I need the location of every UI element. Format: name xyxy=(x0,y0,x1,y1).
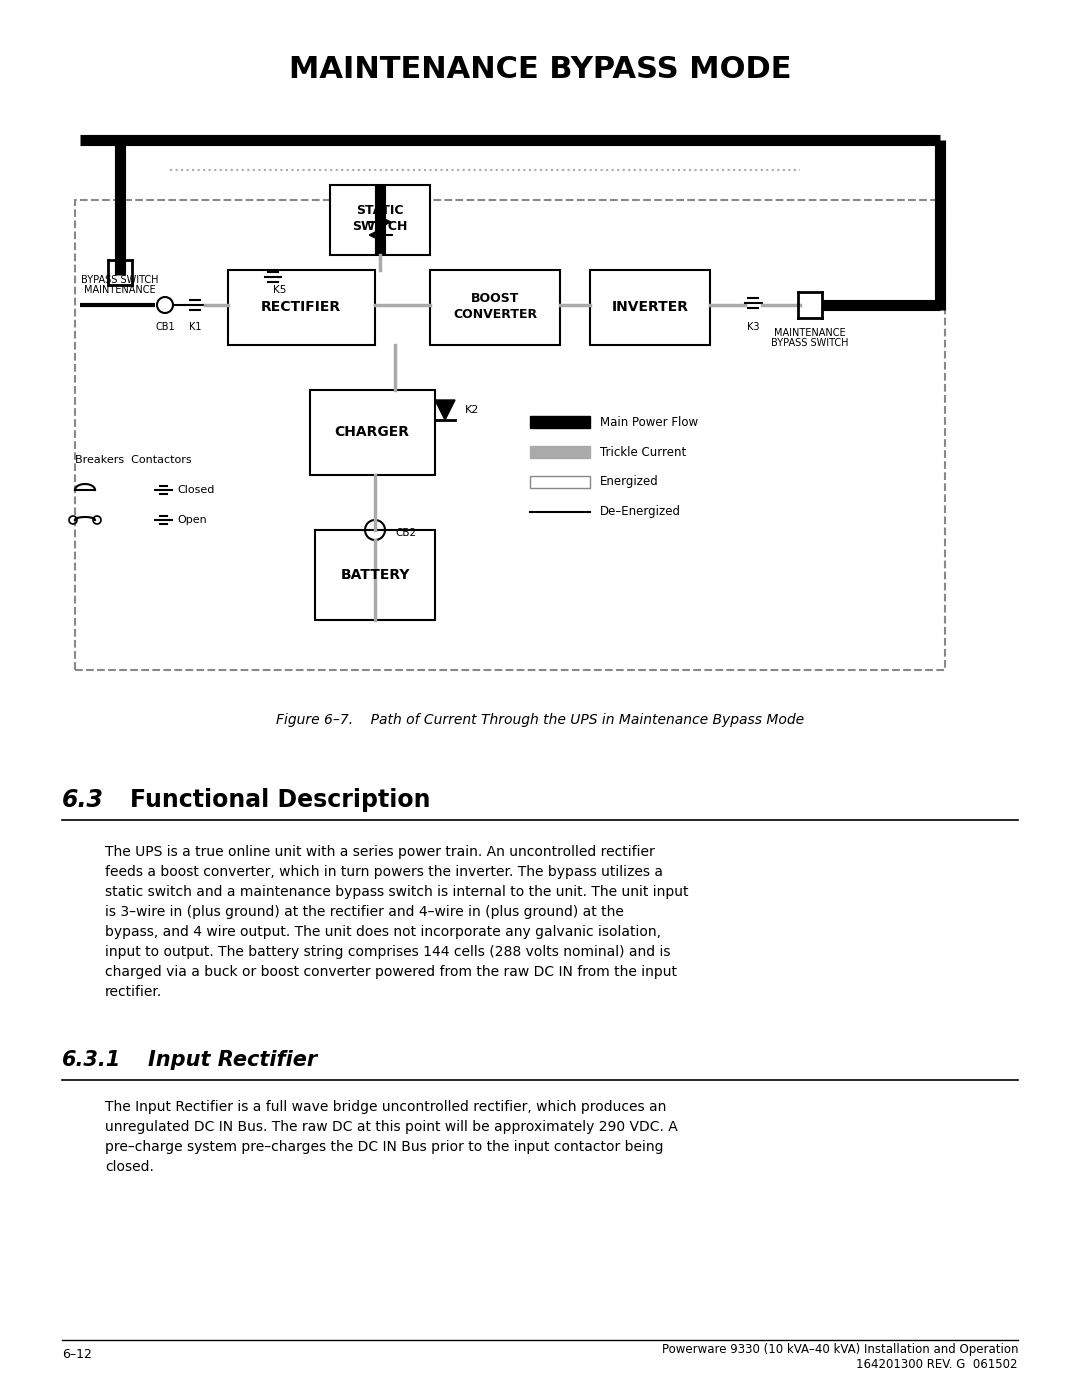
Text: K2: K2 xyxy=(465,405,480,415)
Text: MAINTENANCE BYPASS MODE: MAINTENANCE BYPASS MODE xyxy=(288,56,792,84)
Text: STATIC
SWITCH: STATIC SWITCH xyxy=(352,204,407,232)
Text: 6.3: 6.3 xyxy=(62,788,104,812)
Text: 164201300 REV. G  061502: 164201300 REV. G 061502 xyxy=(856,1358,1018,1372)
Text: BOOST
CONVERTER: BOOST CONVERTER xyxy=(453,292,537,321)
Text: Functional Description: Functional Description xyxy=(130,788,431,812)
Text: Closed: Closed xyxy=(177,485,214,495)
Bar xyxy=(315,529,435,620)
Bar xyxy=(590,270,710,345)
Polygon shape xyxy=(435,400,455,420)
Text: The UPS is a true online unit with a series power train. An uncontrolled rectifi: The UPS is a true online unit with a ser… xyxy=(105,845,689,999)
Text: K5: K5 xyxy=(273,285,286,295)
Text: Trickle Current: Trickle Current xyxy=(600,446,686,458)
Text: Input Rectifier: Input Rectifier xyxy=(148,1051,318,1070)
Text: INVERTER: INVERTER xyxy=(611,300,689,314)
Text: BYPASS SWITCH: BYPASS SWITCH xyxy=(771,338,849,348)
Text: De–Energized: De–Energized xyxy=(600,506,681,518)
Text: BATTERY: BATTERY xyxy=(340,569,409,583)
Bar xyxy=(530,476,590,488)
Bar xyxy=(228,270,375,345)
Text: Breakers  Contactors: Breakers Contactors xyxy=(75,455,191,465)
Bar xyxy=(530,416,590,427)
Text: 6–12: 6–12 xyxy=(62,1348,92,1362)
Text: CB2: CB2 xyxy=(395,528,416,538)
Text: K1: K1 xyxy=(189,321,201,332)
Text: K3: K3 xyxy=(746,321,759,332)
Text: CB1: CB1 xyxy=(156,321,175,332)
Bar xyxy=(75,200,945,671)
Text: Main Power Flow: Main Power Flow xyxy=(600,415,698,429)
Text: The Input Rectifier is a full wave bridge uncontrolled rectifier, which produces: The Input Rectifier is a full wave bridg… xyxy=(105,1099,678,1173)
Text: CHARGER: CHARGER xyxy=(335,425,409,439)
Bar xyxy=(310,390,435,475)
Text: BYPASS SWITCH: BYPASS SWITCH xyxy=(81,275,159,285)
Text: Powerware 9330 (10 kVA–40 kVA) Installation and Operation: Powerware 9330 (10 kVA–40 kVA) Installat… xyxy=(661,1344,1018,1356)
Text: RECTIFIER: RECTIFIER xyxy=(261,300,341,314)
Text: MAINTENANCE: MAINTENANCE xyxy=(84,285,156,295)
Bar xyxy=(330,184,430,256)
Bar xyxy=(430,270,561,345)
Text: 6.3.1: 6.3.1 xyxy=(62,1051,121,1070)
Text: Open: Open xyxy=(177,515,206,525)
Text: Energized: Energized xyxy=(600,475,659,489)
Text: MAINTENANCE: MAINTENANCE xyxy=(774,328,846,338)
Text: Figure 6–7.    Path of Current Through the UPS in Maintenance Bypass Mode: Figure 6–7. Path of Current Through the … xyxy=(275,712,805,726)
Bar xyxy=(530,446,590,458)
